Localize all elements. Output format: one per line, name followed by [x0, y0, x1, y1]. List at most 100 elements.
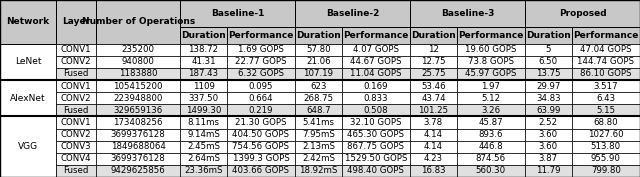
Bar	[342, 129, 410, 141]
Bar	[457, 56, 525, 68]
Text: 0.664: 0.664	[249, 94, 273, 103]
Bar	[295, 27, 342, 44]
Text: 867.75 GOPS: 867.75 GOPS	[348, 142, 404, 151]
Bar	[180, 165, 227, 177]
Text: CONV4: CONV4	[61, 154, 92, 163]
Text: 1529.50 GOPS: 1529.50 GOPS	[345, 154, 407, 163]
Text: 41.31: 41.31	[191, 57, 216, 66]
Bar	[180, 0, 295, 27]
Text: 23.36mS: 23.36mS	[184, 166, 223, 175]
Text: CONV2: CONV2	[61, 130, 92, 139]
Bar	[525, 116, 572, 129]
Text: Duration: Duration	[411, 31, 456, 40]
Bar	[572, 80, 640, 92]
Bar	[180, 141, 227, 153]
Text: CONV1: CONV1	[61, 118, 92, 127]
Text: 9.14mS: 9.14mS	[187, 130, 220, 139]
Bar	[457, 165, 525, 177]
Text: 1499.30: 1499.30	[186, 106, 221, 115]
Bar	[457, 92, 525, 104]
Text: 0.219: 0.219	[249, 106, 273, 115]
Text: CONV1: CONV1	[61, 82, 92, 91]
Bar	[295, 129, 342, 141]
Text: 268.75: 268.75	[303, 94, 333, 103]
Text: 3.60: 3.60	[539, 142, 558, 151]
Text: 223948800: 223948800	[113, 94, 163, 103]
Text: 22.77 GOPS: 22.77 GOPS	[236, 57, 287, 66]
Bar	[227, 129, 295, 141]
Text: 3.78: 3.78	[424, 118, 443, 127]
Text: Layer: Layer	[62, 17, 90, 26]
Text: 1.97: 1.97	[481, 82, 500, 91]
Bar	[572, 68, 640, 80]
Text: 3699376128: 3699376128	[111, 154, 166, 163]
Text: 3.87: 3.87	[539, 154, 558, 163]
Text: 34.83: 34.83	[536, 94, 561, 103]
Bar	[342, 80, 410, 92]
Bar	[180, 129, 227, 141]
Bar	[56, 68, 96, 80]
Bar	[180, 80, 227, 92]
Text: 754.56 GOPS: 754.56 GOPS	[232, 142, 289, 151]
Bar	[56, 129, 96, 141]
Bar	[56, 0, 96, 44]
Text: 6.50: 6.50	[539, 57, 558, 66]
Text: 0.833: 0.833	[364, 94, 388, 103]
Bar	[410, 56, 457, 68]
Text: 1399.3 GOPS: 1399.3 GOPS	[232, 154, 289, 163]
Bar	[295, 68, 342, 80]
Text: Performance: Performance	[458, 31, 524, 40]
Bar	[56, 56, 96, 68]
Bar	[56, 44, 96, 56]
Bar	[457, 129, 525, 141]
Bar	[457, 153, 525, 165]
Bar	[227, 27, 295, 44]
Text: 107.19: 107.19	[303, 69, 333, 78]
Bar	[295, 104, 342, 116]
Bar	[227, 56, 295, 68]
Text: Duration: Duration	[181, 31, 226, 40]
Text: 44.67 GOPS: 44.67 GOPS	[350, 57, 402, 66]
Bar	[457, 80, 525, 92]
Text: 2.45mS: 2.45mS	[187, 142, 220, 151]
Bar	[342, 56, 410, 68]
Bar	[227, 44, 295, 56]
Text: 940800: 940800	[122, 57, 155, 66]
Text: Fused: Fused	[63, 106, 89, 115]
Bar	[227, 68, 295, 80]
Bar	[180, 153, 227, 165]
Text: 57.80: 57.80	[306, 45, 331, 54]
Text: 955.90: 955.90	[591, 154, 621, 163]
Bar	[457, 44, 525, 56]
Text: 73.8 GOPS: 73.8 GOPS	[468, 57, 514, 66]
Text: AlexNet: AlexNet	[10, 94, 46, 103]
Text: 1.69 GOPS: 1.69 GOPS	[238, 45, 284, 54]
Bar	[96, 68, 180, 80]
Text: 235200: 235200	[122, 45, 155, 54]
Bar	[525, 68, 572, 80]
Bar	[342, 153, 410, 165]
Text: 11.79: 11.79	[536, 166, 561, 175]
Bar	[227, 104, 295, 116]
Text: CONV3: CONV3	[61, 142, 92, 151]
Text: 45.97 GOPS: 45.97 GOPS	[465, 69, 516, 78]
Text: 21.06: 21.06	[306, 57, 331, 66]
Text: 337.50: 337.50	[188, 94, 218, 103]
Bar	[410, 0, 525, 27]
Text: 16.83: 16.83	[421, 166, 445, 175]
Text: 4.07 GOPS: 4.07 GOPS	[353, 45, 399, 54]
Bar	[227, 165, 295, 177]
Bar	[96, 141, 180, 153]
Text: Baseline-3: Baseline-3	[441, 9, 494, 18]
Bar	[525, 129, 572, 141]
Text: Proposed: Proposed	[559, 9, 606, 18]
Text: 3.517: 3.517	[593, 82, 618, 91]
Bar	[56, 165, 96, 177]
Bar	[56, 141, 96, 153]
Text: 1109: 1109	[193, 82, 214, 91]
Text: 5.15: 5.15	[596, 106, 616, 115]
Text: VGG: VGG	[18, 142, 38, 151]
Text: 187.43: 187.43	[188, 69, 218, 78]
Bar	[96, 80, 180, 92]
Bar	[342, 141, 410, 153]
